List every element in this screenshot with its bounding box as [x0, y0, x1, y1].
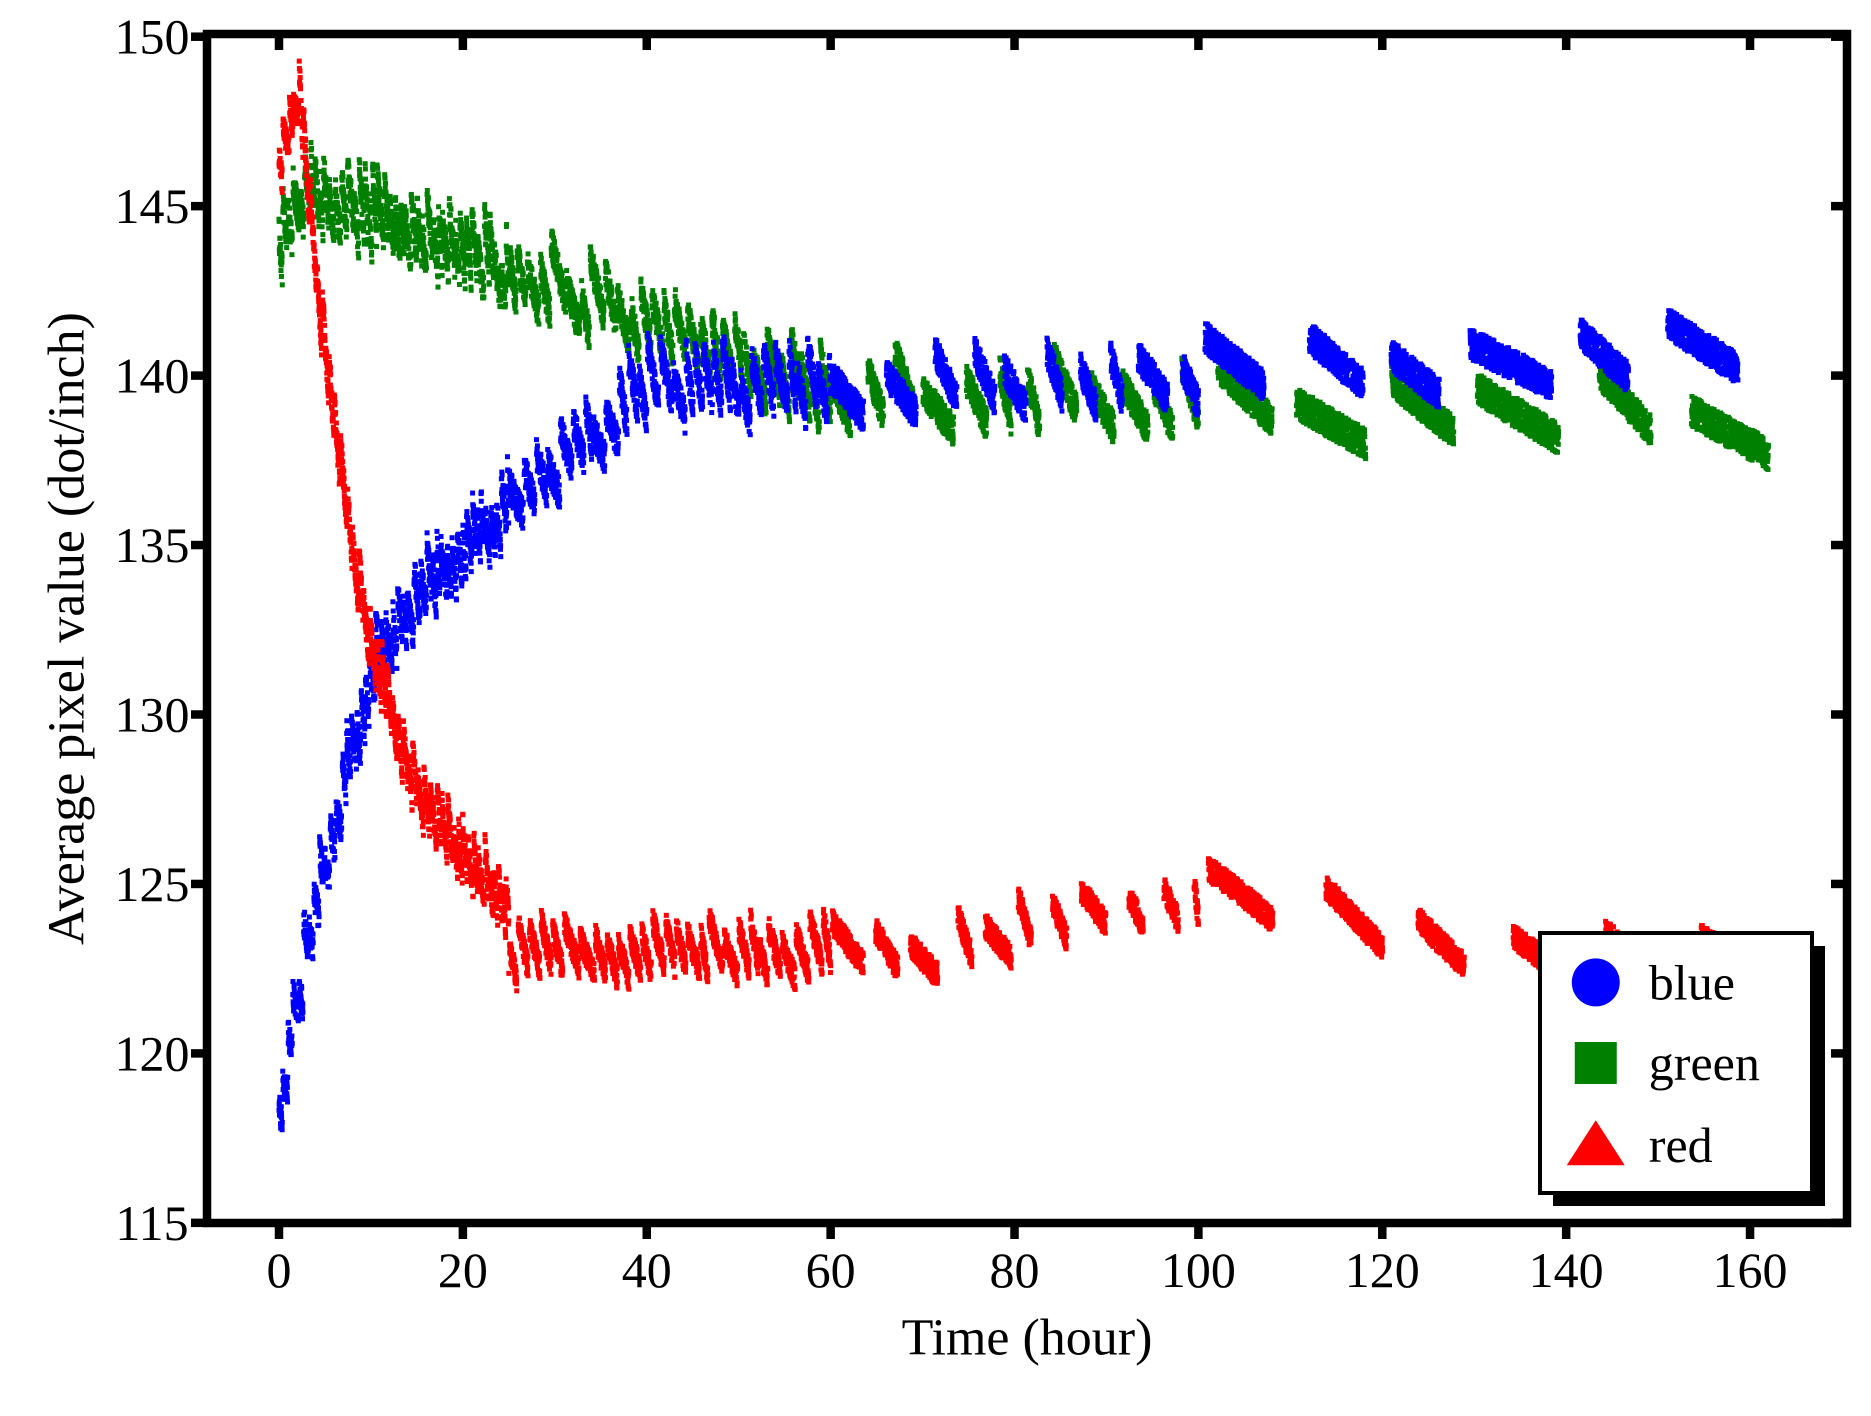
- svg-text:125: 125: [115, 856, 190, 912]
- svg-text:100: 100: [1161, 1242, 1236, 1298]
- svg-text:0: 0: [267, 1242, 292, 1298]
- svg-text:40: 40: [622, 1242, 672, 1298]
- svg-text:20: 20: [438, 1242, 488, 1298]
- svg-text:Average pixel value (dot/inch): Average pixel value (dot/inch): [39, 312, 96, 945]
- svg-text:150: 150: [115, 9, 190, 65]
- svg-text:120: 120: [115, 1025, 190, 1081]
- svg-text:140: 140: [115, 348, 190, 404]
- svg-text:135: 135: [115, 517, 190, 573]
- svg-text:60: 60: [806, 1242, 856, 1298]
- svg-text:80: 80: [990, 1242, 1040, 1298]
- svg-text:130: 130: [115, 687, 190, 743]
- svg-text:115: 115: [115, 1195, 188, 1251]
- svg-text:120: 120: [1345, 1242, 1420, 1298]
- svg-text:Time (hour): Time (hour): [902, 1310, 1153, 1367]
- svg-text:140: 140: [1529, 1242, 1604, 1298]
- svg-text:160: 160: [1713, 1242, 1788, 1298]
- svg-text:145: 145: [115, 178, 190, 234]
